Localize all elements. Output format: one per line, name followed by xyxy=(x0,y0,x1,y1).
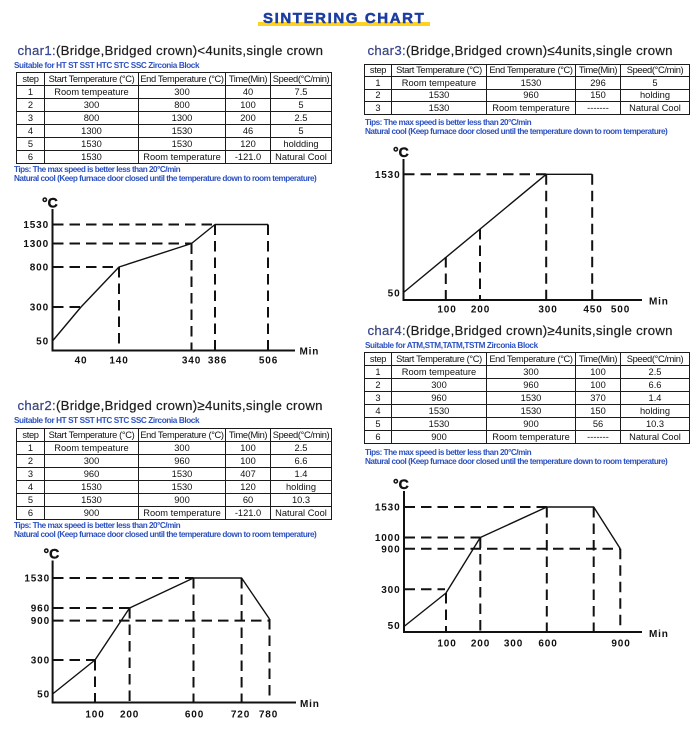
svg-text:140: 140 xyxy=(109,356,128,367)
svg-text:960: 960 xyxy=(31,604,50,615)
svg-text:40: 40 xyxy=(75,356,88,367)
svg-text:1300: 1300 xyxy=(23,239,49,250)
svg-text:720: 720 xyxy=(231,710,250,721)
svg-text:200: 200 xyxy=(471,304,490,315)
svg-text:300: 300 xyxy=(30,303,49,314)
svg-text:800: 800 xyxy=(30,263,49,274)
svg-text:100: 100 xyxy=(437,304,456,315)
svg-text:300: 300 xyxy=(504,638,523,649)
svg-text:100: 100 xyxy=(85,710,104,721)
svg-text:386: 386 xyxy=(208,356,227,367)
svg-text:°C: °C xyxy=(42,195,58,211)
svg-text:600: 600 xyxy=(185,710,204,721)
svg-text:100: 100 xyxy=(437,638,456,649)
svg-text:50: 50 xyxy=(37,690,50,701)
svg-text:50: 50 xyxy=(388,621,401,632)
svg-text:1530: 1530 xyxy=(375,170,401,181)
svg-text:1530: 1530 xyxy=(24,574,50,585)
svg-text:50: 50 xyxy=(36,337,49,348)
svg-text:300: 300 xyxy=(381,585,400,596)
svg-text:200: 200 xyxy=(120,710,139,721)
svg-text:1530: 1530 xyxy=(375,503,401,514)
svg-text:°C: °C xyxy=(44,546,60,562)
svg-text:900: 900 xyxy=(31,616,50,627)
svg-text:Min: Min xyxy=(300,699,320,710)
svg-text:°C: °C xyxy=(393,476,409,492)
svg-text:506: 506 xyxy=(259,356,278,367)
svg-text:600: 600 xyxy=(538,638,557,649)
svg-text:780: 780 xyxy=(259,710,278,721)
svg-text:900: 900 xyxy=(381,544,400,555)
svg-text:50: 50 xyxy=(388,288,401,299)
svg-text:900: 900 xyxy=(611,638,630,649)
svg-text:340: 340 xyxy=(182,356,201,367)
svg-text:450: 450 xyxy=(583,304,602,315)
svg-text:1000: 1000 xyxy=(375,533,401,544)
svg-text:1530: 1530 xyxy=(23,220,49,231)
svg-text:Min: Min xyxy=(300,346,320,357)
svg-text:300: 300 xyxy=(31,656,50,667)
svg-text:°C: °C xyxy=(393,144,409,160)
svg-text:300: 300 xyxy=(538,304,557,315)
svg-text:Min: Min xyxy=(649,629,669,640)
svg-text:Min: Min xyxy=(649,297,669,308)
svg-text:500: 500 xyxy=(611,304,630,315)
svg-text:200: 200 xyxy=(471,638,490,649)
